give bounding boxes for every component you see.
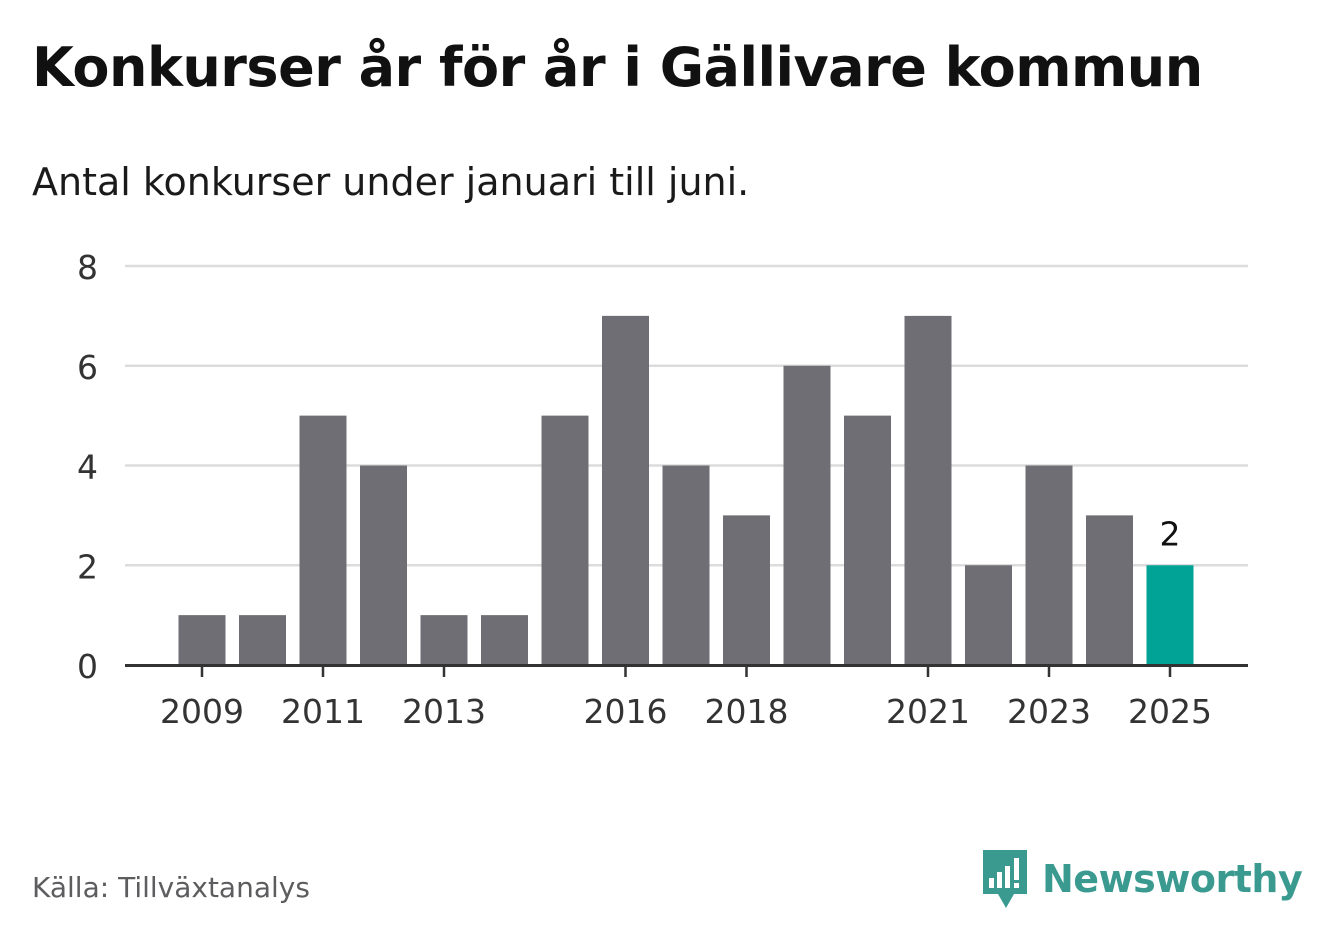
y-axis-tick-labels: 0 2 4 6 8 (77, 248, 98, 686)
x-tick-label: 2021 (886, 692, 970, 731)
bar-2013 (420, 615, 468, 665)
x-tick-label: 2023 (1007, 692, 1091, 731)
x-tick-label: 2016 (584, 692, 668, 731)
bars (178, 315, 1194, 665)
x-tick-label: 2025 (1128, 692, 1212, 731)
newsworthy-logo-icon (983, 850, 1027, 908)
x-tick-label: 2011 (281, 692, 365, 731)
bar-2024 (1086, 515, 1133, 665)
bar-2021 (904, 315, 952, 665)
y-tick-label: 0 (77, 647, 98, 686)
brand-name: Newsworthy (1042, 857, 1303, 901)
bar-2009 (178, 615, 226, 665)
bar-2019 (783, 365, 831, 665)
data-labels: 2 (1160, 514, 1181, 553)
bar-2022 (965, 565, 1012, 665)
bar-2014 (481, 615, 528, 665)
bar-2016 (602, 315, 649, 665)
bar-2010 (239, 615, 286, 665)
x-tick-label: 2018 (705, 692, 789, 731)
bar-2018 (723, 515, 770, 665)
x-axis (125, 664, 1248, 677)
chart-subtitle: Antal konkurser under januari till juni. (32, 160, 750, 204)
bar-2011 (299, 415, 347, 665)
x-tick-label: 2013 (402, 692, 486, 731)
bar-2025 (1146, 565, 1194, 665)
x-tick-label: 2009 (160, 692, 244, 731)
bar-2020 (844, 415, 891, 665)
bar-2012 (360, 465, 407, 665)
y-tick-label: 2 (77, 547, 98, 586)
y-tick-label: 8 (77, 248, 98, 287)
y-tick-label: 6 (77, 348, 98, 387)
bar-2023 (1025, 465, 1073, 665)
y-tick-label: 4 (77, 448, 98, 487)
chart-title: Konkurser år för år i Gällivare kommun (32, 36, 1203, 99)
bar-2017 (662, 465, 710, 665)
data-label: 2 (1160, 514, 1181, 553)
brand-logo: Newsworthy (980, 846, 1303, 912)
bar-2015 (541, 415, 589, 665)
x-axis-tick-labels: 2009 2011 2013 2016 2018 2021 2023 2025 (160, 692, 1212, 731)
source-note: Källa: Tillväxtanalys (32, 871, 310, 904)
